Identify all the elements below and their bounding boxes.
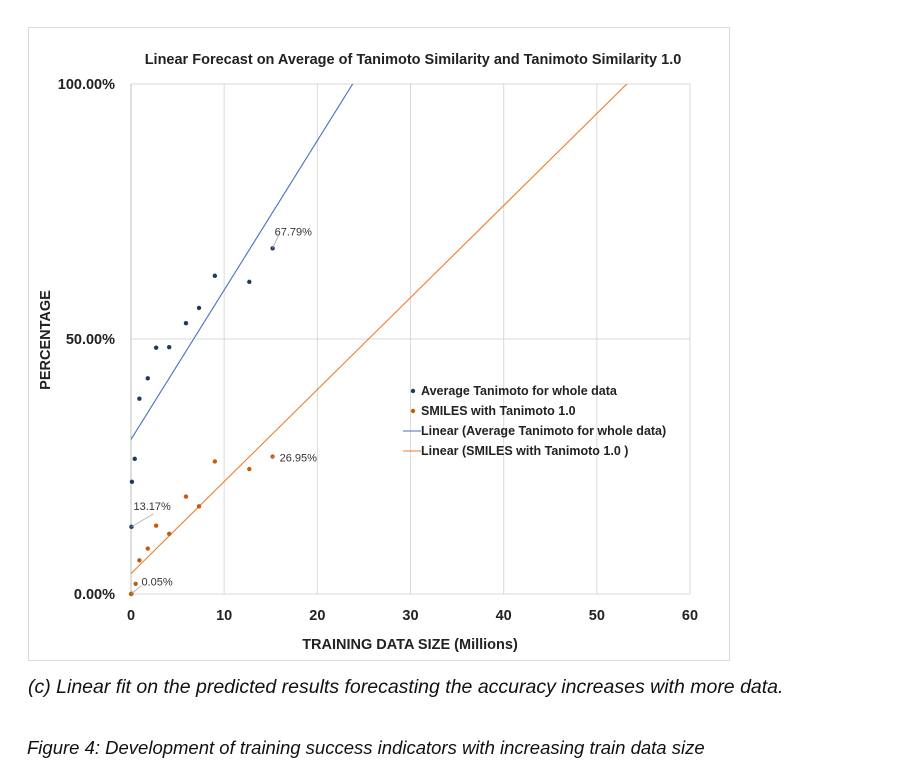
y-axis-label: PERCENTAGE — [38, 290, 54, 390]
subfigure-caption: (c) Linear fit on the predicted results … — [28, 676, 784, 698]
chart-frame — [28, 27, 730, 661]
data-label-leader — [131, 585, 142, 595]
trendlines — [131, 84, 628, 574]
x-tick-label: 10 — [216, 608, 232, 624]
data-point — [247, 466, 252, 472]
x-tick-label: 20 — [309, 608, 325, 624]
legend-label: Linear (SMILES with Tanimoto 1.0 ) — [421, 444, 628, 458]
trendline — [131, 84, 628, 574]
x-tick-label: 60 — [682, 608, 698, 624]
legend-marker — [410, 388, 416, 394]
trendline — [131, 84, 354, 440]
data-label: 0.05% — [141, 577, 172, 589]
data-label-leader — [272, 235, 279, 249]
data-point — [247, 279, 252, 285]
data-point — [132, 456, 137, 462]
axis-tick-labels: 0 10 20 30 40 50 60 0.00% 50.00% 100.00% — [58, 77, 698, 624]
data-point — [133, 581, 138, 586]
legend-label: Linear (Average Tanimoto for whole data) — [421, 424, 666, 438]
data-point — [137, 558, 142, 563]
data-label: 13.17% — [133, 501, 171, 513]
data-point — [196, 504, 202, 509]
data-point — [212, 459, 218, 464]
data-label: 67.79% — [275, 226, 313, 238]
data-point — [183, 320, 189, 326]
x-tick-label: 0 — [127, 608, 135, 624]
chart: Linear Forecast on Average of Tanimoto S… — [38, 52, 698, 653]
legend-label: SMILES with Tanimoto 1.0 — [421, 404, 576, 418]
y-tick-label: 50.00% — [66, 332, 115, 348]
y-tick-label: 0.00% — [74, 587, 115, 603]
x-tick-label: 50 — [589, 608, 605, 624]
grid-lines — [130, 83, 691, 595]
data-point — [129, 479, 135, 484]
data-labels: 67.79% 13.17% 26.95% 0.05% — [131, 226, 318, 595]
data-label: 26.95% — [280, 453, 318, 465]
data-point — [153, 345, 159, 350]
y-tick-label: 100.00% — [58, 77, 115, 93]
data-point — [137, 396, 142, 401]
x-axis-label: TRAINING DATA SIZE (Millions) — [302, 637, 518, 653]
legend-marker — [410, 408, 416, 414]
data-point — [145, 376, 150, 381]
data-label-leader — [272, 456, 275, 458]
data-points — [128, 246, 275, 597]
figure-caption: Figure 4: Development of training succes… — [27, 737, 705, 758]
legend-label: Average Tanimoto for whole data — [421, 384, 618, 398]
x-tick-label: 40 — [496, 608, 512, 624]
data-point — [166, 531, 172, 537]
legend: Average Tanimoto for whole data SMILES wi… — [403, 384, 666, 458]
x-tick-label: 30 — [402, 608, 418, 624]
chart-title: Linear Forecast on Average of Tanimoto S… — [145, 52, 682, 68]
data-point — [166, 344, 172, 350]
data-point — [212, 273, 218, 278]
data-point — [145, 546, 150, 551]
data-point — [196, 305, 202, 311]
data-point — [153, 523, 159, 528]
data-point — [183, 494, 189, 499]
data-label-leader — [131, 513, 154, 528]
